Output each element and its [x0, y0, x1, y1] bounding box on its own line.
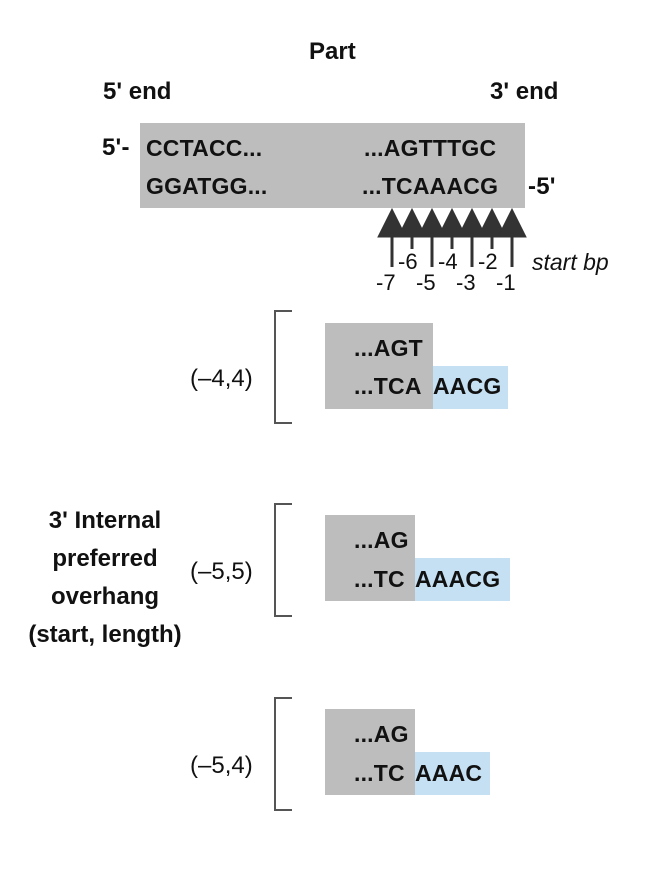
side-label-line-3: overhang [50, 583, 160, 610]
overhang-1-bottom-seq-blue: AACG [433, 373, 502, 399]
bottom-strand-right: ...TCAAACG [362, 173, 499, 199]
overhang-3-label: (–5,4) [190, 752, 253, 779]
three-prime-end-label: 3' end [490, 78, 559, 105]
overhang-2-bracket [274, 503, 292, 617]
arrow-head-1 [497, 207, 527, 238]
bottom-strand-suffix: -5' [528, 173, 556, 200]
top-strand-right: ...AGTTTGC [364, 135, 497, 161]
overhang-3-bottom-seq-gray: ...TC [354, 760, 405, 786]
side-label: 3' Internal preferred overhang (start, l… [0, 502, 210, 654]
overhang-3-blue-box [415, 752, 490, 795]
tick-label-minus-4: -4 [438, 249, 458, 274]
overhang-3-top-seq: ...AG [354, 721, 409, 747]
overhang-2-blue-box [415, 558, 510, 601]
top-strand-prefix: 5'- [102, 134, 130, 161]
overhang-1-gray-box [325, 323, 433, 409]
part-title: Part [309, 38, 356, 65]
tick-label-minus-1: -1 [496, 270, 516, 295]
overhang-2-label: (–5,5) [190, 558, 253, 585]
overhang-2-gray-box [325, 515, 415, 601]
overhang-3-bracket [274, 697, 292, 811]
bottom-strand-left: GGATGG... [146, 173, 268, 199]
side-label-line-1: 3' Internal [48, 507, 162, 534]
overhang-2-top-seq: ...AG [354, 527, 409, 553]
overhang-3-gray-box [325, 709, 415, 795]
overhang-1-top-seq: ...AGT [354, 335, 423, 361]
tick-label-minus-5: -5 [416, 270, 436, 295]
overhang-3-bottom-seq-blue: AAAC [415, 760, 483, 786]
part-strand-box [140, 123, 525, 208]
side-label-line-2: preferred [52, 545, 158, 572]
overhang-1-bottom-seq-gray: ...TCA [354, 373, 422, 399]
tick-label-minus-6: -6 [398, 249, 418, 274]
overhang-1-label: (–4,4) [190, 365, 253, 392]
five-prime-end-label: 5' end [103, 78, 172, 105]
overhang-2-bottom-seq-gray: ...TC [354, 566, 405, 592]
overhang-1-blue-box [433, 366, 508, 409]
tick-label-minus-3: -3 [456, 270, 476, 295]
top-strand-left: CCTACC... [146, 135, 263, 161]
start-bp-label: start bp [532, 249, 609, 275]
tick-label-minus-2: -2 [478, 249, 498, 274]
tick-label-minus-7: -7 [376, 270, 396, 295]
overhang-2-bottom-seq-blue: AAACG [415, 566, 501, 592]
overhang-1-bracket [274, 310, 292, 424]
start-bp-arrows [377, 207, 527, 267]
side-label-line-4: (start, length) [28, 621, 182, 648]
